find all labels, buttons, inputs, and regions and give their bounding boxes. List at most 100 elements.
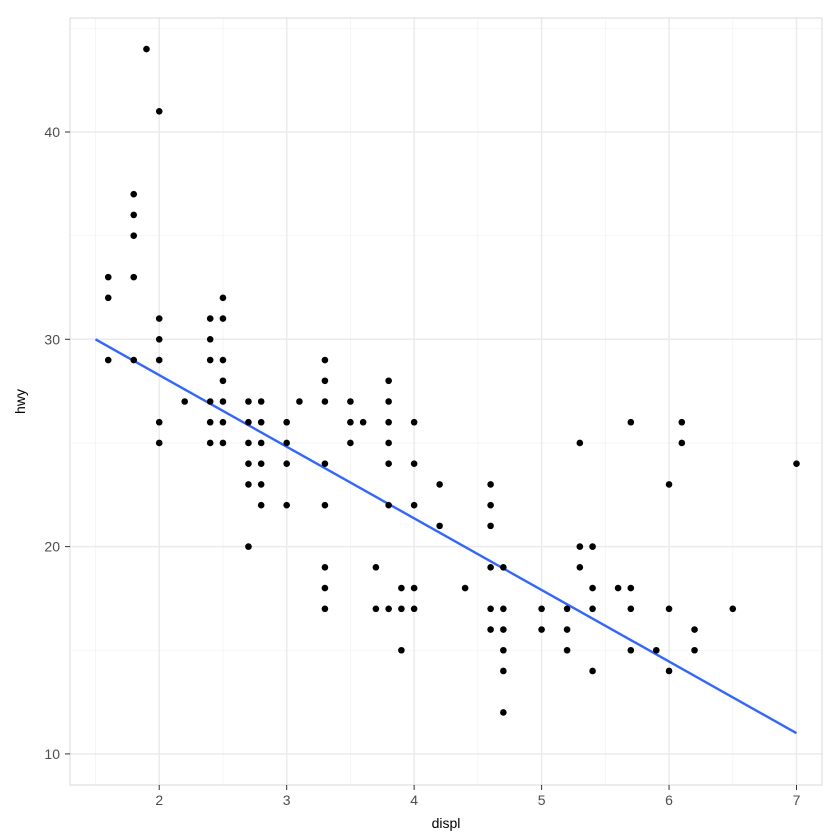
- y-tick-label: 10: [44, 746, 60, 762]
- data-point: [156, 315, 163, 322]
- data-point: [398, 585, 405, 592]
- data-point: [322, 564, 329, 571]
- y-tick-label: 30: [44, 331, 60, 347]
- data-point: [245, 460, 252, 467]
- data-point: [373, 605, 380, 612]
- data-point: [666, 481, 673, 488]
- data-point: [283, 419, 290, 426]
- data-point: [245, 481, 252, 488]
- data-point: [538, 626, 545, 633]
- data-point: [207, 315, 214, 322]
- data-point: [678, 419, 685, 426]
- data-point: [143, 46, 150, 53]
- data-point: [347, 398, 354, 405]
- data-point: [207, 357, 214, 364]
- data-point: [462, 585, 469, 592]
- data-point: [245, 543, 252, 550]
- data-point: [207, 336, 214, 343]
- data-point: [678, 440, 685, 447]
- data-point: [258, 419, 265, 426]
- data-point: [296, 398, 303, 405]
- data-point: [500, 626, 507, 633]
- data-point: [322, 377, 329, 384]
- data-point: [258, 481, 265, 488]
- data-point: [385, 502, 392, 509]
- data-point: [487, 523, 494, 530]
- data-point: [347, 440, 354, 447]
- x-tick-label: 5: [538, 792, 546, 808]
- data-point: [283, 460, 290, 467]
- data-point: [577, 543, 584, 550]
- data-point: [564, 647, 571, 654]
- data-point: [322, 460, 329, 467]
- data-point: [220, 419, 227, 426]
- data-point: [487, 564, 494, 571]
- data-point: [385, 377, 392, 384]
- x-tick-label: 4: [410, 792, 418, 808]
- data-point: [156, 108, 163, 115]
- data-point: [487, 502, 494, 509]
- data-point: [245, 419, 252, 426]
- data-point: [283, 440, 290, 447]
- data-point: [130, 274, 137, 281]
- data-point: [385, 440, 392, 447]
- data-point: [487, 481, 494, 488]
- data-point: [322, 357, 329, 364]
- data-point: [322, 398, 329, 405]
- data-point: [347, 419, 354, 426]
- data-point: [105, 357, 112, 364]
- data-point: [487, 626, 494, 633]
- data-point: [156, 440, 163, 447]
- data-point: [538, 605, 545, 612]
- data-point: [130, 212, 137, 219]
- data-point: [385, 419, 392, 426]
- data-point: [487, 605, 494, 612]
- data-point: [322, 605, 329, 612]
- data-point: [691, 626, 698, 633]
- data-point: [589, 543, 596, 550]
- data-point: [577, 564, 584, 571]
- data-point: [500, 668, 507, 675]
- y-tick-label: 40: [44, 124, 60, 140]
- x-tick-label: 3: [283, 792, 291, 808]
- data-point: [207, 440, 214, 447]
- y-axis-label: hwy: [12, 389, 28, 414]
- data-point: [729, 605, 736, 612]
- data-point: [258, 440, 265, 447]
- data-point: [385, 460, 392, 467]
- data-point: [628, 605, 635, 612]
- data-point: [360, 419, 367, 426]
- x-tick-label: 7: [793, 792, 801, 808]
- data-point: [653, 647, 660, 654]
- data-point: [615, 585, 622, 592]
- data-point: [283, 502, 290, 509]
- x-axis-label: displ: [432, 815, 461, 831]
- data-point: [793, 460, 800, 467]
- data-point: [322, 585, 329, 592]
- data-point: [628, 419, 635, 426]
- data-point: [156, 419, 163, 426]
- data-point: [385, 605, 392, 612]
- data-point: [500, 647, 507, 654]
- data-point: [373, 564, 380, 571]
- data-point: [500, 564, 507, 571]
- data-point: [691, 647, 698, 654]
- data-point: [589, 668, 596, 675]
- data-point: [105, 295, 112, 302]
- data-point: [436, 481, 443, 488]
- data-point: [666, 668, 673, 675]
- y-tick-label: 20: [44, 539, 60, 555]
- data-point: [411, 460, 418, 467]
- data-point: [245, 440, 252, 447]
- data-point: [130, 232, 137, 239]
- data-point: [385, 398, 392, 405]
- data-point: [411, 419, 418, 426]
- data-point: [589, 605, 596, 612]
- data-point: [130, 357, 137, 364]
- data-point: [564, 626, 571, 633]
- data-point: [666, 605, 673, 612]
- data-point: [411, 585, 418, 592]
- data-point: [220, 440, 227, 447]
- data-point: [220, 357, 227, 364]
- data-point: [500, 605, 507, 612]
